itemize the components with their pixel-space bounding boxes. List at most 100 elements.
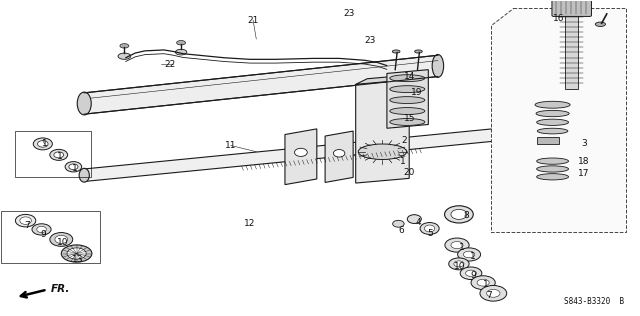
Text: 1: 1 — [459, 243, 465, 252]
Ellipse shape — [61, 245, 92, 262]
Polygon shape — [356, 74, 420, 84]
Ellipse shape — [537, 174, 568, 180]
Polygon shape — [356, 80, 409, 183]
Text: 4: 4 — [416, 218, 422, 227]
Text: 1: 1 — [483, 280, 488, 289]
Text: 13: 13 — [72, 255, 84, 264]
Polygon shape — [387, 70, 428, 128]
Ellipse shape — [463, 251, 475, 258]
Ellipse shape — [77, 92, 92, 115]
Text: 1: 1 — [400, 157, 406, 166]
Ellipse shape — [535, 101, 570, 108]
Ellipse shape — [333, 149, 345, 157]
FancyBboxPatch shape — [552, 0, 591, 16]
Text: 10: 10 — [58, 238, 69, 247]
Ellipse shape — [20, 217, 31, 224]
Ellipse shape — [390, 118, 425, 125]
Ellipse shape — [65, 161, 82, 172]
Ellipse shape — [393, 220, 404, 227]
Ellipse shape — [415, 50, 422, 53]
Ellipse shape — [536, 110, 569, 117]
Text: 3: 3 — [581, 139, 587, 149]
Circle shape — [177, 40, 186, 45]
Ellipse shape — [424, 225, 435, 232]
Text: 1: 1 — [42, 139, 47, 149]
Ellipse shape — [32, 224, 51, 235]
Polygon shape — [84, 55, 438, 114]
Text: 14: 14 — [404, 72, 415, 81]
Text: 23: 23 — [343, 9, 355, 18]
Ellipse shape — [486, 289, 500, 297]
Ellipse shape — [449, 258, 469, 270]
Ellipse shape — [69, 164, 78, 170]
Ellipse shape — [407, 215, 421, 223]
Ellipse shape — [445, 206, 473, 223]
Text: 20: 20 — [404, 167, 415, 177]
Ellipse shape — [537, 158, 568, 164]
Ellipse shape — [390, 75, 425, 82]
Circle shape — [118, 53, 131, 59]
Ellipse shape — [445, 238, 469, 252]
Text: 22: 22 — [164, 59, 176, 69]
Text: 1: 1 — [470, 252, 476, 261]
Text: 9: 9 — [40, 230, 45, 239]
Polygon shape — [491, 8, 626, 232]
Text: 7: 7 — [486, 291, 492, 300]
Ellipse shape — [458, 248, 481, 261]
Ellipse shape — [480, 285, 507, 301]
Polygon shape — [84, 128, 499, 181]
Ellipse shape — [460, 267, 482, 280]
Text: 9: 9 — [470, 271, 476, 280]
Text: 1: 1 — [57, 152, 63, 161]
Text: 19: 19 — [410, 88, 422, 97]
Text: 23: 23 — [364, 36, 376, 45]
Text: 8: 8 — [464, 211, 469, 221]
Text: FR.: FR. — [51, 284, 70, 294]
Ellipse shape — [55, 235, 68, 244]
Ellipse shape — [390, 107, 425, 114]
Text: 15: 15 — [404, 114, 415, 123]
Text: 18: 18 — [578, 157, 589, 166]
Text: 12: 12 — [244, 219, 255, 228]
Ellipse shape — [50, 149, 68, 160]
Ellipse shape — [33, 138, 52, 150]
Ellipse shape — [50, 233, 73, 246]
Ellipse shape — [38, 141, 48, 147]
Text: 1: 1 — [72, 163, 77, 173]
Ellipse shape — [538, 128, 568, 134]
Ellipse shape — [454, 261, 464, 267]
Ellipse shape — [466, 270, 476, 276]
Polygon shape — [285, 129, 317, 185]
Text: 16: 16 — [553, 14, 564, 23]
Ellipse shape — [67, 248, 86, 259]
Ellipse shape — [54, 152, 63, 158]
Text: 6: 6 — [399, 226, 404, 234]
Ellipse shape — [432, 54, 444, 77]
Text: S843-B3320  B: S843-B3320 B — [564, 297, 625, 306]
Text: 7: 7 — [24, 221, 29, 230]
Ellipse shape — [477, 279, 489, 286]
Text: 5: 5 — [428, 229, 433, 238]
Bar — [565, 14, 578, 89]
Circle shape — [120, 44, 129, 48]
Circle shape — [175, 49, 187, 55]
Ellipse shape — [537, 119, 568, 125]
Ellipse shape — [390, 97, 425, 104]
Ellipse shape — [537, 166, 568, 172]
Ellipse shape — [358, 144, 406, 160]
Ellipse shape — [471, 276, 495, 289]
Text: 2: 2 — [402, 136, 407, 145]
Text: 11: 11 — [225, 141, 237, 150]
Ellipse shape — [392, 50, 400, 53]
Ellipse shape — [420, 222, 439, 234]
Ellipse shape — [451, 241, 463, 249]
Ellipse shape — [79, 168, 90, 182]
Bar — [537, 137, 559, 144]
Ellipse shape — [595, 22, 605, 27]
Ellipse shape — [36, 226, 46, 233]
Ellipse shape — [390, 86, 425, 93]
Ellipse shape — [294, 148, 307, 156]
Text: 17: 17 — [578, 169, 589, 178]
Text: 21: 21 — [248, 16, 259, 25]
Text: 10: 10 — [454, 262, 466, 270]
